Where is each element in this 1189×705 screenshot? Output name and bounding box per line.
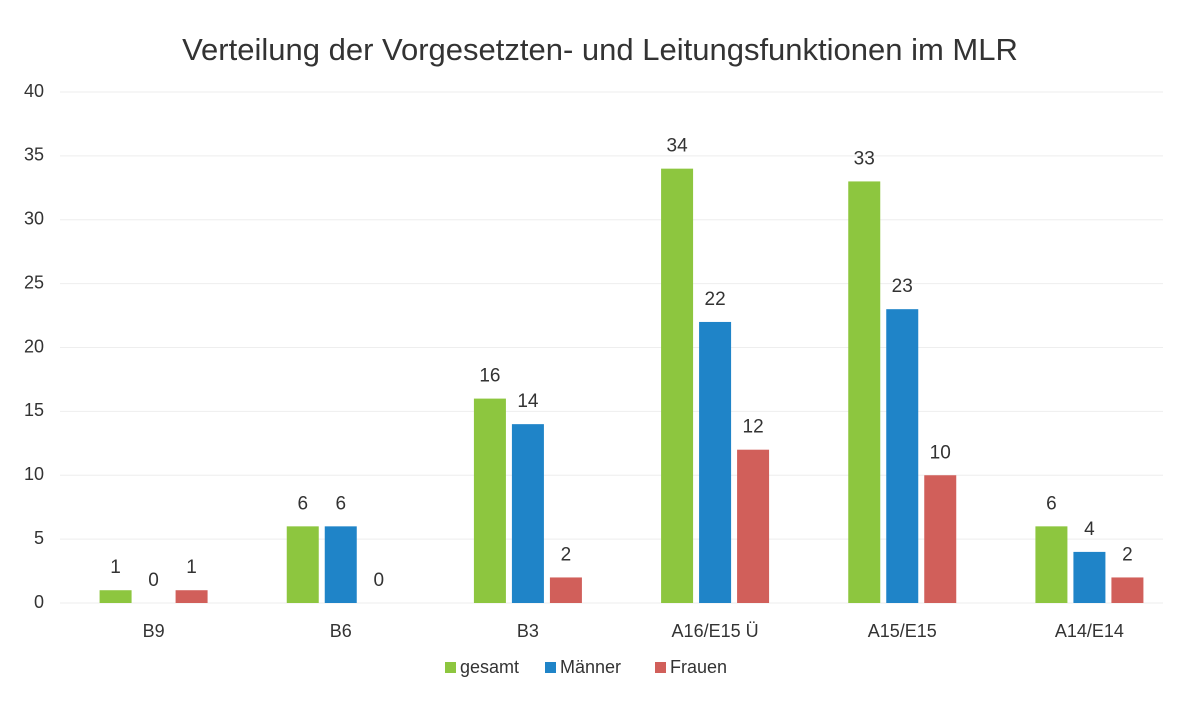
bar <box>1073 551 1106 603</box>
y-tick-label: 10 <box>24 464 44 484</box>
legend-label: gesamt <box>460 657 519 677</box>
y-tick-label: 20 <box>24 336 44 356</box>
y-tick-label: 35 <box>24 145 44 165</box>
x-tick-label: B6 <box>330 621 352 641</box>
data-label: 0 <box>373 570 384 591</box>
data-label: 0 <box>148 570 159 591</box>
bar <box>511 424 544 603</box>
x-tick-label: B9 <box>143 621 165 641</box>
data-label: 16 <box>479 366 500 387</box>
data-label: 6 <box>297 493 308 514</box>
data-label: 23 <box>892 276 913 297</box>
bar <box>661 168 694 603</box>
legend-swatch <box>545 662 556 673</box>
y-tick-label: 15 <box>24 400 44 420</box>
bar <box>1035 526 1068 603</box>
x-tick-label: B3 <box>517 621 539 641</box>
data-label: 1 <box>110 557 121 578</box>
data-label: 14 <box>517 391 539 412</box>
bar <box>699 321 732 603</box>
data-label: 2 <box>1122 544 1133 565</box>
bar <box>175 590 208 603</box>
bar <box>737 449 770 603</box>
y-tick-label: 25 <box>24 272 44 292</box>
bar <box>1111 577 1144 603</box>
x-tick-label: A14/E14 <box>1055 621 1124 641</box>
bar <box>99 590 132 603</box>
data-label: 22 <box>705 289 726 310</box>
bar <box>473 398 506 603</box>
y-tick-label: 30 <box>24 209 44 229</box>
data-label: 2 <box>561 544 572 565</box>
data-label: 1 <box>186 557 197 578</box>
y-tick-label: 0 <box>34 592 44 612</box>
data-label: 10 <box>930 442 951 463</box>
data-label: 33 <box>854 148 875 169</box>
data-label: 34 <box>667 136 689 157</box>
x-tick-label: A15/E15 <box>868 621 937 641</box>
y-tick-label: 5 <box>34 528 44 548</box>
legend-swatch <box>655 662 666 673</box>
bar <box>549 577 582 603</box>
y-tick-label: 40 <box>24 81 44 101</box>
data-label: 6 <box>1046 493 1057 514</box>
bar <box>286 526 319 603</box>
bar <box>924 475 957 603</box>
bar <box>886 309 919 603</box>
chart-title: Verteilung der Vorgesetzten- und Leitung… <box>182 32 1018 67</box>
legend-swatch <box>445 662 456 673</box>
data-label: 12 <box>743 417 764 438</box>
data-label: 6 <box>335 493 346 514</box>
x-tick-label: A16/E15 Ü <box>672 621 759 641</box>
data-label: 4 <box>1084 519 1095 540</box>
bar <box>848 181 881 604</box>
bar <box>324 526 357 603</box>
legend-label: Frauen <box>670 657 727 677</box>
legend-label: Männer <box>560 657 621 677</box>
